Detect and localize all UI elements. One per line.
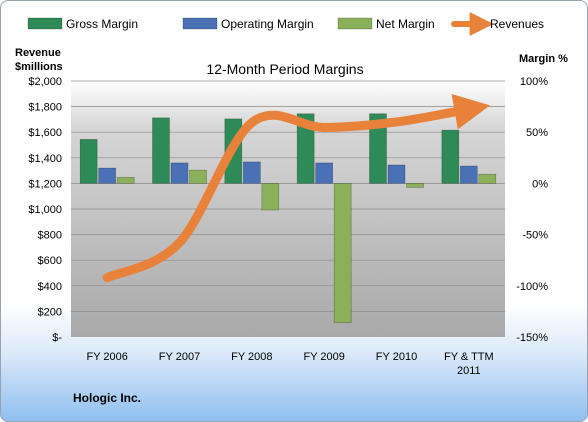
left-tick-label: $1,000 <box>28 204 62 216</box>
right-axis-title: Margin % <box>519 53 568 65</box>
category-label: FY 2008 <box>231 351 272 363</box>
bar-net-margin <box>478 173 497 184</box>
left-tick-label: $400 <box>38 281 62 293</box>
bar-operating-margin <box>460 165 478 184</box>
left-axis-title-line-2: $millions <box>15 61 63 73</box>
chart-title: 12-Month Period Margins <box>206 61 363 77</box>
legend-label-gross-margin: Gross Margin <box>66 17 138 31</box>
right-tick-label: 50% <box>526 127 548 139</box>
category-label: FY 2010 <box>376 351 417 363</box>
left-tick-label: $1,200 <box>28 178 62 190</box>
right-tick-label: 0% <box>532 178 548 190</box>
company-name: Hologic Inc. <box>73 391 141 405</box>
right-tick-label: 100% <box>520 76 548 88</box>
revenue-line-path <box>102 93 491 283</box>
bar-operating-margin <box>387 164 406 184</box>
revenue-line <box>102 93 491 283</box>
category-label: FY 2007 <box>159 351 200 363</box>
left-tick-label: $800 <box>38 230 62 242</box>
left-tick-label: $- <box>52 332 62 344</box>
bar-net-margin <box>261 183 280 211</box>
category-labels: FY 2006 FY 2007 FY 2008 FY 2009 FY 2010 FY & … <box>86 351 493 377</box>
left-tick-label: $1,600 <box>28 127 62 139</box>
legend-swatch-net-margin <box>337 17 373 30</box>
bar-gross-margin <box>152 117 170 184</box>
gridlines <box>71 80 505 312</box>
legend-swatch-gross-margin <box>27 17 63 30</box>
left-tick-label: $1,400 <box>28 153 62 165</box>
left-tick-label: $600 <box>38 255 62 267</box>
bar-net-margin <box>189 169 207 184</box>
bar-net-margin <box>116 176 135 184</box>
right-tick-label: -50% <box>522 230 548 242</box>
left-tick-label: $1,800 <box>28 102 62 114</box>
legend-label-revenues: Revenues <box>490 17 544 31</box>
category-label: FY & TTM <box>444 351 494 363</box>
bar-operating-margin <box>315 162 333 184</box>
left-axis-title-line-1: Revenue <box>15 47 61 59</box>
legend-label-operating-margin: Operating Margin <box>221 17 314 31</box>
legend-swatch-operating-margin <box>182 17 218 30</box>
legend-label-net-margin: Net Margin <box>376 17 435 31</box>
left-axis-ticks: $- $200 $400 $600 $800 $1,000 $1,200 $1,400 $1,6… <box>28 76 62 344</box>
left-tick-label: $2,000 <box>28 76 62 88</box>
right-tick-label: -100% <box>516 281 548 293</box>
bar-operating-margin <box>98 167 116 184</box>
bar-gross-margin <box>441 129 460 184</box>
category-label: 2011 <box>457 365 481 377</box>
bar-net-margin <box>406 183 424 188</box>
bar-series <box>79 113 497 323</box>
bar-operating-margin <box>170 162 189 184</box>
left-tick-label: $200 <box>38 306 62 318</box>
bar-gross-margin <box>79 139 98 184</box>
right-tick-label: -150% <box>516 332 548 344</box>
right-axis-ticks: -150% -100% -50% 0% 50% 100% <box>516 76 548 344</box>
bar-gross-margin <box>296 113 315 184</box>
bar-gross-margin <box>369 113 387 184</box>
legend: Gross Margin Operating Margin Net Margin Re… <box>27 12 544 36</box>
bar-operating-margin <box>243 161 261 184</box>
category-label: FY 2009 <box>303 351 344 363</box>
category-label: FY 2006 <box>86 351 127 363</box>
bar-net-margin <box>333 183 352 323</box>
